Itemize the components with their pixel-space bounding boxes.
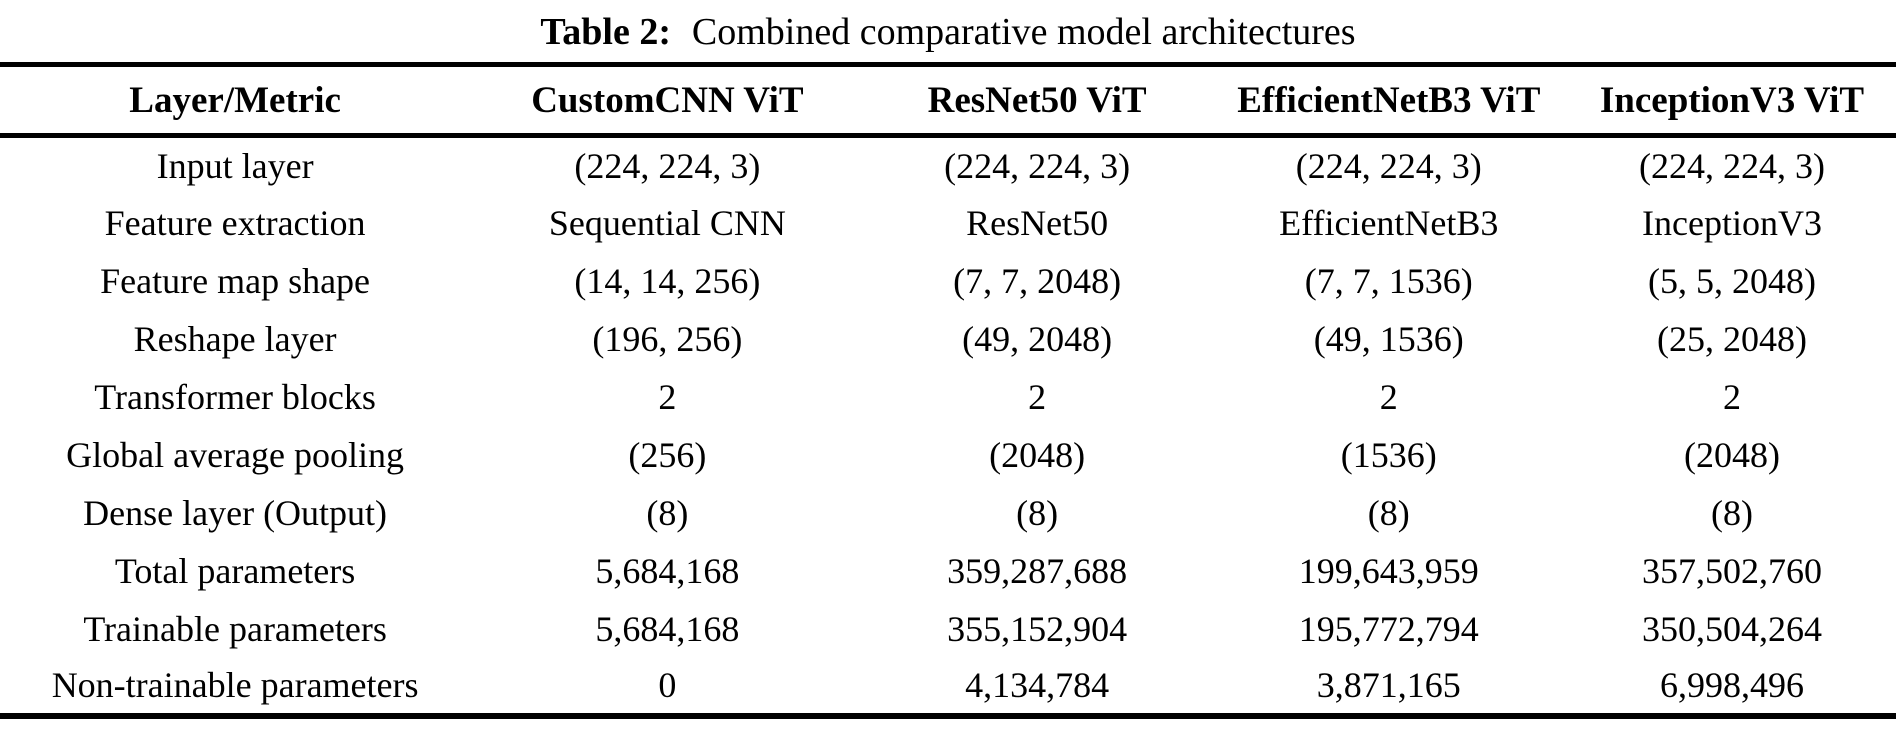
row-value-cell: 6,998,496 — [1659, 665, 1804, 705]
row-metric-cell: Dense layer (Output) — [83, 492, 388, 533]
table-row: Input layer (224, 224, 3) (224, 224, 3) (22… — [0, 136, 1896, 194]
header-cell-layer-metric: Layer/Metric — [129, 79, 341, 121]
row-value-cell: 5,684,168 — [595, 550, 740, 591]
row-value-cell: (8) — [1367, 492, 1410, 533]
row-value-cell: (2048) — [989, 434, 1086, 475]
table-row: Reshape layer (196, 256) (49, 2048) (49, 15… — [0, 310, 1896, 368]
row-value-cell: (8) — [646, 492, 689, 533]
table-row: Trainable parameters 5,684,168 355,152,904… — [0, 600, 1896, 658]
header-cell-efficientnetb3-vit: EfficientNetB3 ViT — [1237, 79, 1541, 121]
row-value-cell: (2048) — [1683, 434, 1780, 475]
table-row: Global average pooling (256) (2048) (1536) (… — [0, 426, 1896, 484]
row-value-cell: 350,504,264 — [1641, 608, 1822, 649]
row-value-cell: 2 — [1028, 376, 1047, 417]
table-caption-text: Combined comparative model architectures — [691, 11, 1356, 53]
header-cell-customcnn-vit: CustomCNN ViT — [531, 79, 804, 121]
table-row: Feature map shape (14, 14, 256) (7, 7, 204… — [0, 252, 1896, 310]
row-metric-cell: Reshape layer — [133, 318, 337, 359]
row-metric-cell: Input layer — [156, 145, 314, 186]
table-header: Layer/Metric CustomCNN ViT ResNet50 ViT … — [0, 65, 1896, 136]
row-value-cell: ResNet50 — [966, 202, 1109, 243]
row-value-cell: (14, 14, 256) — [574, 260, 761, 301]
row-metric-cell: Trainable parameters — [83, 608, 387, 649]
row-value-cell: (8) — [1710, 492, 1753, 533]
row-value-cell: (256) — [628, 434, 707, 475]
row-metric-cell: Global average pooling — [66, 434, 405, 475]
row-value-cell: 3,871,165 — [1316, 665, 1461, 705]
row-value-cell: (5, 5, 2048) — [1647, 260, 1816, 301]
row-value-cell: (196, 256) — [592, 318, 743, 359]
row-value-cell: 359,287,688 — [947, 550, 1128, 591]
row-value-cell: 355,152,904 — [947, 608, 1128, 649]
row-metric-cell: Feature extraction — [104, 202, 366, 243]
row-value-cell: (7, 7, 2048) — [953, 260, 1122, 301]
table-caption: Table 2: Combined comparative model archi… — [0, 0, 1896, 62]
row-metric-cell: Total parameters — [114, 550, 356, 591]
table-caption-label: Table 2: — [540, 11, 671, 53]
row-value-cell: 5,684,168 — [595, 608, 740, 649]
table-row: Transformer blocks 2 2 2 2 — [0, 368, 1896, 426]
row-value-cell: Sequential CNN — [548, 202, 786, 243]
row-value-cell: 357,502,760 — [1641, 550, 1822, 591]
header-cell-inceptionv3-vit: InceptionV3 ViT — [1599, 79, 1865, 121]
row-value-cell: 2 — [1379, 376, 1398, 417]
table-row: Dense layer (Output) (8) (8) (8) (8) — [0, 484, 1896, 542]
row-value-cell: (8) — [1016, 492, 1059, 533]
row-value-cell: (49, 1536) — [1313, 318, 1464, 359]
row-value-cell: (224, 224, 3) — [574, 145, 761, 186]
row-metric-cell: Non-trainable parameters — [51, 665, 419, 705]
header-row: Layer/Metric CustomCNN ViT ResNet50 ViT … — [0, 65, 1896, 136]
table-row: Total parameters 5,684,168 359,287,688 199,… — [0, 542, 1896, 600]
row-value-cell: InceptionV3 — [1642, 202, 1822, 243]
row-metric-cell: Transformer blocks — [94, 376, 376, 417]
row-value-cell: 0 — [658, 665, 677, 705]
table-body: Input layer (224, 224, 3) (224, 224, 3) (22… — [0, 136, 1896, 716]
row-value-cell: (224, 224, 3) — [1295, 145, 1482, 186]
header-cell-resnet50-vit: ResNet50 ViT — [927, 79, 1147, 121]
row-metric-cell: Feature map shape — [100, 260, 371, 301]
row-value-cell: (224, 224, 3) — [944, 145, 1131, 186]
row-value-cell: (25, 2048) — [1656, 318, 1807, 359]
row-value-cell: EfficientNetB3 — [1279, 202, 1499, 243]
row-value-cell: (49, 2048) — [962, 318, 1113, 359]
row-value-cell: 199,643,959 — [1298, 550, 1479, 591]
row-value-cell: (7, 7, 1536) — [1304, 260, 1473, 301]
row-value-cell: 2 — [1722, 376, 1741, 417]
model-architecture-table: Layer/Metric CustomCNN ViT ResNet50 ViT … — [0, 62, 1896, 719]
row-value-cell: 2 — [658, 376, 677, 417]
row-value-cell: 195,772,794 — [1298, 608, 1479, 649]
row-value-cell: (1536) — [1340, 434, 1437, 475]
row-value-cell: 4,134,784 — [965, 665, 1110, 705]
table-row: Feature extraction Sequential CNN ResNet50… — [0, 194, 1896, 252]
row-value-cell: (224, 224, 3) — [1638, 145, 1825, 186]
table-row: Non-trainable parameters 0 4,134,784 3,871,… — [0, 658, 1896, 716]
